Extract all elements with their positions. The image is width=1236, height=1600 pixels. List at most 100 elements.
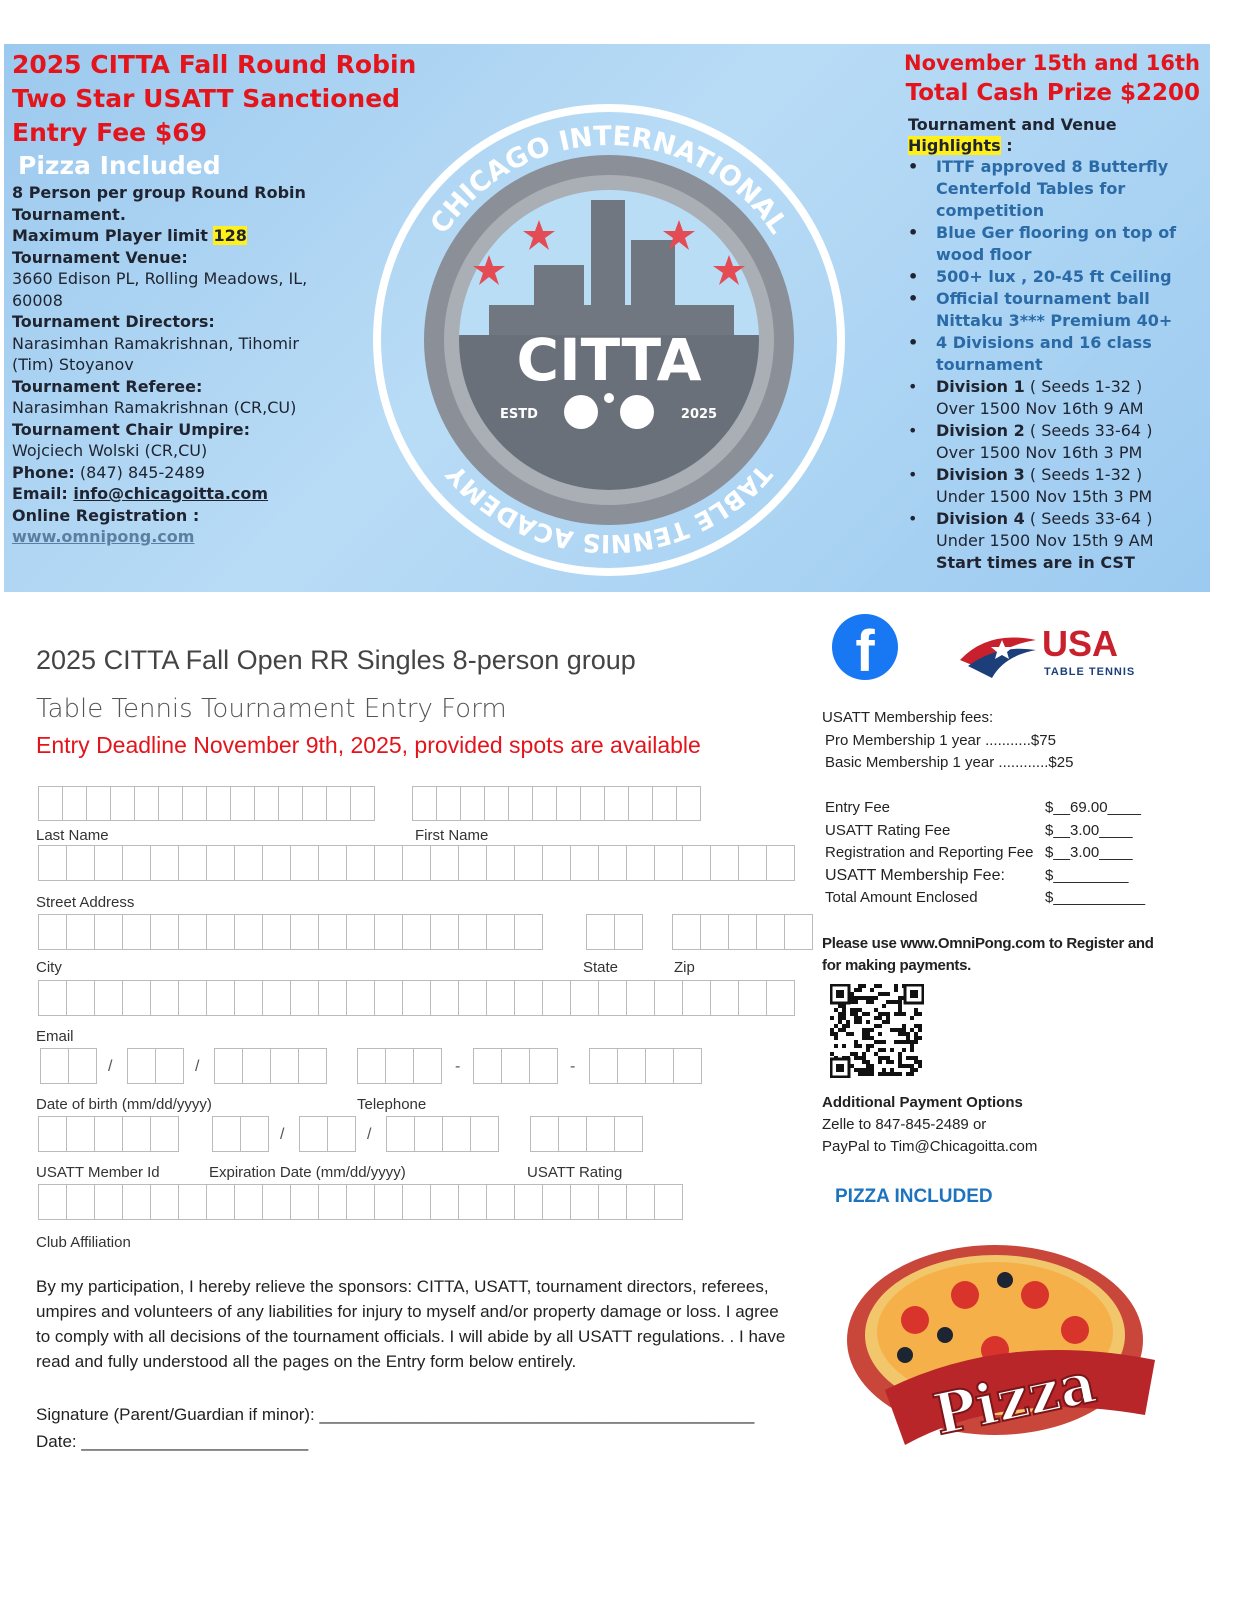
char-box[interactable] bbox=[402, 914, 431, 950]
char-box[interactable] bbox=[430, 914, 459, 950]
char-box[interactable] bbox=[374, 980, 403, 1016]
char-box[interactable] bbox=[470, 1116, 499, 1152]
char-box[interactable] bbox=[484, 786, 509, 821]
char-box[interactable] bbox=[402, 1184, 431, 1220]
char-box[interactable] bbox=[262, 1184, 291, 1220]
char-box[interactable] bbox=[402, 980, 431, 1016]
char-box[interactable] bbox=[150, 914, 179, 950]
char-box[interactable] bbox=[430, 1184, 459, 1220]
char-box[interactable] bbox=[530, 1116, 559, 1152]
input-box-group[interactable] bbox=[214, 1048, 327, 1084]
char-box[interactable] bbox=[302, 786, 327, 821]
char-box[interactable] bbox=[486, 980, 515, 1016]
char-box[interactable] bbox=[458, 980, 487, 1016]
char-box[interactable] bbox=[628, 786, 653, 821]
char-box[interactable] bbox=[556, 786, 581, 821]
input-box-group[interactable] bbox=[299, 1116, 356, 1152]
facebook-icon[interactable]: f bbox=[832, 614, 898, 680]
char-box[interactable] bbox=[262, 845, 291, 881]
char-box[interactable] bbox=[570, 845, 599, 881]
char-box[interactable] bbox=[86, 786, 111, 821]
char-box[interactable] bbox=[626, 980, 655, 1016]
signature-line[interactable]: Signature (Parent/Guardian if minor): __… bbox=[36, 1405, 755, 1424]
char-box[interactable] bbox=[542, 980, 571, 1016]
char-box[interactable] bbox=[327, 1116, 356, 1152]
char-box[interactable] bbox=[604, 786, 629, 821]
char-box[interactable] bbox=[580, 786, 605, 821]
char-box[interactable] bbox=[66, 914, 95, 950]
char-box[interactable] bbox=[158, 786, 183, 821]
char-box[interactable] bbox=[626, 845, 655, 881]
char-box[interactable] bbox=[350, 786, 375, 821]
char-box[interactable] bbox=[682, 980, 711, 1016]
char-box[interactable] bbox=[652, 786, 677, 821]
char-box[interactable] bbox=[68, 1048, 97, 1084]
char-box[interactable] bbox=[700, 914, 729, 950]
char-box[interactable] bbox=[155, 1048, 184, 1084]
char-box[interactable] bbox=[134, 786, 159, 821]
char-box[interactable] bbox=[182, 786, 207, 821]
email-link[interactable]: info@chicagoitta.com bbox=[73, 484, 269, 503]
char-box[interactable] bbox=[617, 1048, 646, 1084]
char-box[interactable] bbox=[66, 1184, 95, 1220]
char-box[interactable] bbox=[710, 845, 739, 881]
fee-value[interactable]: $__3.00____ bbox=[1045, 821, 1133, 839]
char-box[interactable] bbox=[529, 1048, 558, 1084]
char-box[interactable] bbox=[206, 914, 235, 950]
char-box[interactable] bbox=[430, 845, 459, 881]
char-box[interactable] bbox=[212, 1116, 241, 1152]
char-box[interactable] bbox=[766, 845, 795, 881]
input-box-group[interactable] bbox=[586, 914, 643, 950]
input-box-group[interactable] bbox=[386, 1116, 499, 1152]
char-box[interactable] bbox=[654, 1184, 683, 1220]
char-box[interactable] bbox=[458, 845, 487, 881]
char-box[interactable] bbox=[230, 786, 255, 821]
char-box[interactable] bbox=[673, 1048, 702, 1084]
input-box-group[interactable] bbox=[357, 1048, 442, 1084]
char-box[interactable] bbox=[318, 980, 347, 1016]
char-box[interactable] bbox=[150, 1116, 179, 1152]
char-box[interactable] bbox=[728, 914, 757, 950]
input-box-group[interactable] bbox=[672, 914, 813, 950]
char-box[interactable] bbox=[514, 914, 543, 950]
fee-value[interactable]: $__3.00____ bbox=[1045, 844, 1133, 861]
char-box[interactable] bbox=[94, 914, 123, 950]
fee-value[interactable]: $__69.00____ bbox=[1045, 799, 1141, 816]
char-box[interactable] bbox=[402, 845, 431, 881]
input-box-group[interactable] bbox=[212, 1116, 269, 1152]
char-box[interactable] bbox=[38, 845, 67, 881]
char-box[interactable] bbox=[346, 914, 375, 950]
char-box[interactable] bbox=[586, 914, 615, 950]
char-box[interactable] bbox=[414, 1116, 443, 1152]
char-box[interactable] bbox=[413, 1048, 442, 1084]
char-box[interactable] bbox=[542, 1184, 571, 1220]
char-box[interactable] bbox=[122, 845, 151, 881]
input-box-group[interactable] bbox=[38, 845, 795, 881]
char-box[interactable] bbox=[460, 786, 485, 821]
char-box[interactable] bbox=[570, 980, 599, 1016]
char-box[interactable] bbox=[436, 786, 461, 821]
char-box[interactable] bbox=[458, 1184, 487, 1220]
char-box[interactable] bbox=[178, 914, 207, 950]
char-box[interactable] bbox=[676, 786, 701, 821]
input-box-group[interactable] bbox=[38, 980, 795, 1016]
char-box[interactable] bbox=[318, 1184, 347, 1220]
date-line[interactable]: Date: ________________________ bbox=[36, 1432, 309, 1451]
char-box[interactable] bbox=[94, 845, 123, 881]
char-box[interactable] bbox=[374, 1184, 403, 1220]
char-box[interactable] bbox=[38, 1184, 67, 1220]
char-box[interactable] bbox=[214, 1048, 243, 1084]
char-box[interactable] bbox=[38, 786, 63, 821]
char-box[interactable] bbox=[290, 914, 319, 950]
char-box[interactable] bbox=[290, 980, 319, 1016]
char-box[interactable] bbox=[206, 980, 235, 1016]
fee-value[interactable]: $_________ bbox=[1045, 866, 1129, 884]
char-box[interactable] bbox=[346, 1184, 375, 1220]
char-box[interactable] bbox=[242, 1048, 271, 1084]
char-box[interactable] bbox=[430, 980, 459, 1016]
char-box[interactable] bbox=[374, 845, 403, 881]
char-box[interactable] bbox=[357, 1048, 386, 1084]
input-box-group[interactable] bbox=[473, 1048, 558, 1084]
input-box-group[interactable] bbox=[40, 1048, 97, 1084]
char-box[interactable] bbox=[66, 845, 95, 881]
